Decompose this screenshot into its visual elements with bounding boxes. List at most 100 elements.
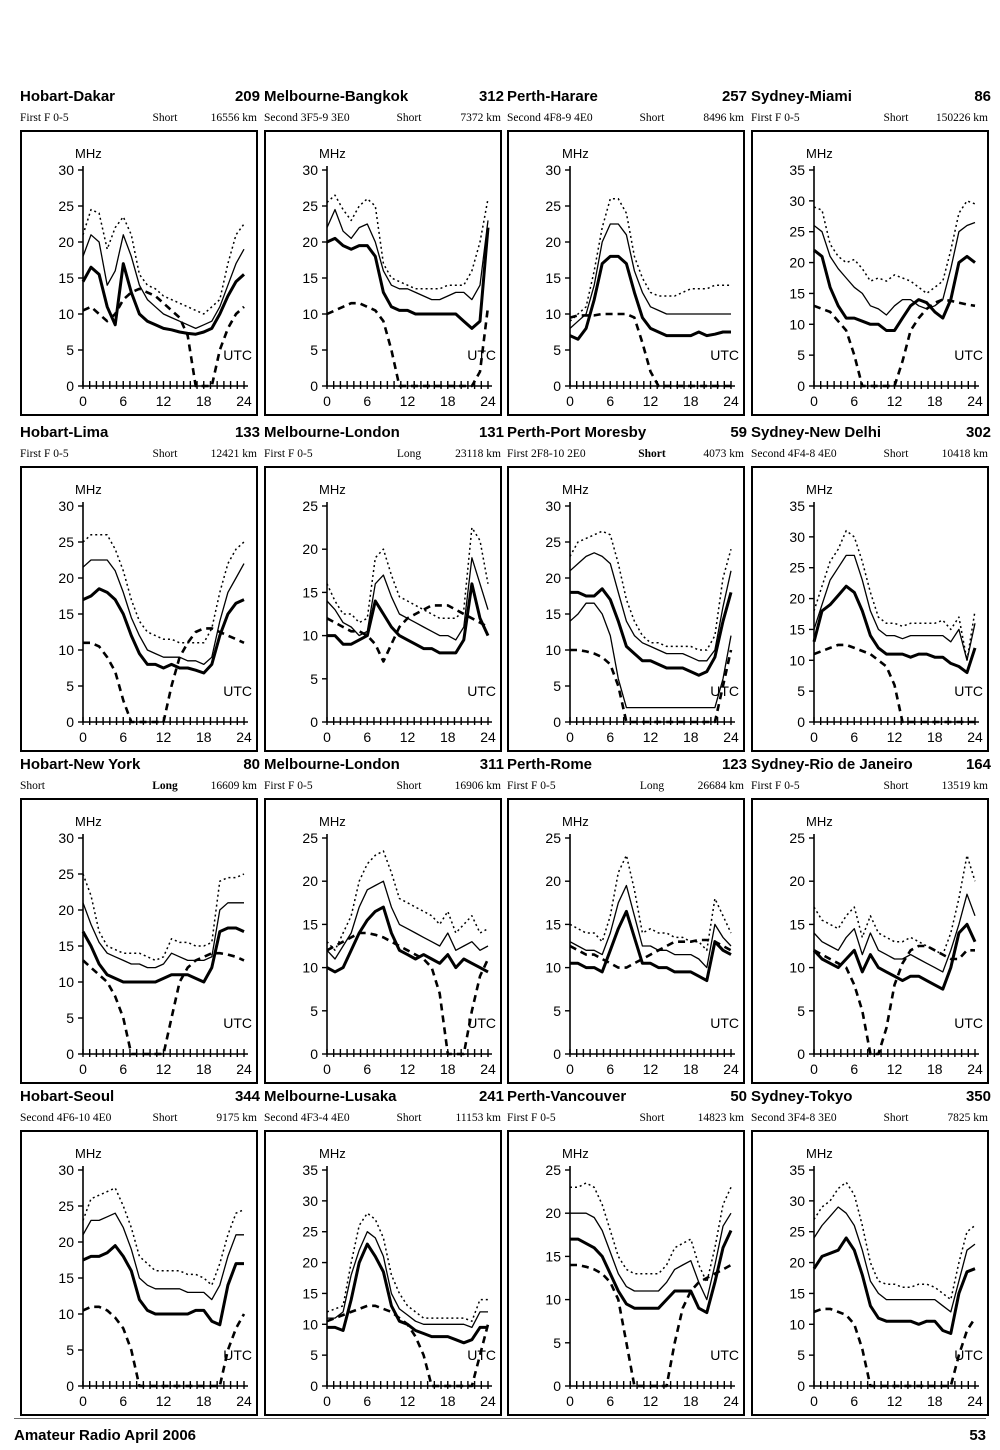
path-number: 350 bbox=[965, 1088, 991, 1105]
y-tick-label: 10 bbox=[302, 960, 318, 976]
propagation-mode: Second 4F3-4 4E0 bbox=[264, 1112, 350, 1124]
x-tick-label: 0 bbox=[810, 1393, 818, 1409]
x-tick-label: 24 bbox=[480, 393, 496, 409]
path-name: Sydney-Tokyo bbox=[751, 1088, 853, 1105]
series-line-dash bbox=[813, 944, 975, 1056]
path-name: Perth-Rome bbox=[507, 756, 593, 773]
y-tick-label: 25 bbox=[58, 866, 74, 882]
series-line-thin bbox=[813, 1206, 976, 1313]
magazine-title: Amateur Radio April 2006 bbox=[14, 1427, 196, 1444]
x-tick-label: 18 bbox=[927, 1393, 943, 1409]
propagation-chart: Hobart-Dakar 209 First F 0-5 Short 16556 km 0… bbox=[20, 88, 263, 426]
y-tick-label: 10 bbox=[58, 642, 74, 658]
path-number: 86 bbox=[974, 88, 991, 105]
y-tick-label: 10 bbox=[789, 1316, 805, 1332]
path-type: Short bbox=[639, 1112, 665, 1124]
y-tick-label: 15 bbox=[302, 1285, 318, 1301]
chart-plot: 0 5 10 15 20 25 0 6 12 18 24 MHz UTC bbox=[302, 814, 496, 1077]
y-tick-label: 5 bbox=[797, 683, 805, 699]
y-tick-label: 25 bbox=[789, 830, 805, 846]
propagation-mode: First F 0-5 bbox=[507, 1112, 556, 1124]
path-name: Perth-Port Moresby bbox=[507, 424, 647, 441]
x-axis-label: UTC bbox=[710, 1347, 739, 1363]
path-type: Short bbox=[639, 112, 665, 124]
y-tick-label: 25 bbox=[302, 1224, 318, 1240]
series-line-thin bbox=[813, 554, 976, 661]
y-axis-label: MHz bbox=[562, 482, 589, 497]
y-tick-label: 10 bbox=[302, 1316, 318, 1332]
path-name: Melbourne-Lusaka bbox=[264, 1088, 397, 1105]
propagation-mode: First F 0-5 bbox=[20, 448, 69, 460]
y-tick-label: 0 bbox=[553, 378, 561, 394]
series-line-dot bbox=[82, 208, 245, 315]
y-axis-label: MHz bbox=[75, 482, 102, 497]
path-number: 80 bbox=[243, 756, 260, 773]
series-line-thick bbox=[326, 905, 489, 974]
y-tick-label: 10 bbox=[302, 628, 318, 644]
y-axis-label: MHz bbox=[319, 814, 346, 829]
x-axis-label: UTC bbox=[223, 1015, 252, 1031]
x-tick-label: 18 bbox=[196, 1061, 212, 1077]
page-footer: Amateur Radio April 2006 53 bbox=[14, 1418, 986, 1444]
x-tick-label: 24 bbox=[480, 1061, 496, 1077]
series-line-thin bbox=[569, 552, 732, 662]
x-tick-label: 0 bbox=[79, 1061, 87, 1077]
propagation-mode: First F 0-5 bbox=[751, 780, 800, 792]
x-tick-label: 12 bbox=[156, 1393, 172, 1409]
y-tick-label: 15 bbox=[302, 584, 318, 600]
series-line-thick bbox=[82, 587, 245, 675]
y-tick-label: 20 bbox=[58, 570, 74, 586]
x-tick-label: 24 bbox=[723, 1061, 739, 1077]
chart-plot: 0 5 10 15 20 25 30 35 0 6 12 18 24 MHz UTC bbox=[789, 1146, 983, 1409]
propagation-chart: Sydney-Rio de Janeiro 164 First F 0-5 Short… bbox=[751, 756, 994, 1094]
x-tick-label: 0 bbox=[323, 393, 331, 409]
x-axis-label: UTC bbox=[467, 347, 496, 363]
x-tick-label: 0 bbox=[323, 1061, 331, 1077]
series-line-dash bbox=[570, 648, 733, 724]
path-name: Hobart-Seoul bbox=[20, 1088, 115, 1105]
series-line-dot bbox=[82, 873, 245, 962]
path-name: Melbourne-London bbox=[264, 424, 400, 441]
chart-frame: 0 5 10 15 20 25 0 6 12 18 24 MHz UTC bbox=[751, 798, 989, 1084]
x-tick-label: 24 bbox=[480, 729, 496, 745]
y-tick-label: 5 bbox=[553, 678, 561, 694]
series-line-dash bbox=[326, 301, 490, 388]
x-tick-label: 6 bbox=[850, 393, 858, 409]
x-tick-label: 24 bbox=[236, 393, 252, 409]
x-axis-label: UTC bbox=[223, 683, 252, 699]
x-tick-label: 6 bbox=[606, 729, 614, 745]
y-tick-label: 0 bbox=[797, 1046, 805, 1062]
propagation-mode: Second 4F6-10 4E0 bbox=[20, 1112, 112, 1124]
y-tick-label: 15 bbox=[58, 938, 74, 954]
propagation-mode: First F 0-5 bbox=[20, 112, 69, 124]
series-line-thin bbox=[326, 557, 489, 641]
y-tick-label: 10 bbox=[545, 306, 561, 322]
propagation-mode: Second 3F5-9 3E0 bbox=[264, 112, 350, 124]
y-tick-label: 30 bbox=[302, 1193, 318, 1209]
x-tick-label: 24 bbox=[236, 1393, 252, 1409]
x-tick-label: 18 bbox=[927, 393, 943, 409]
y-axis-label: MHz bbox=[319, 482, 346, 497]
y-tick-label: 35 bbox=[302, 1162, 318, 1178]
path-type: Short bbox=[152, 1112, 178, 1124]
x-tick-label: 12 bbox=[887, 1393, 903, 1409]
path-name: Perth-Vancouver bbox=[507, 1088, 627, 1105]
y-tick-label: 5 bbox=[66, 678, 74, 694]
path-type: Long bbox=[396, 448, 422, 460]
y-tick-label: 15 bbox=[302, 916, 318, 932]
chart-subtitle: Second 3F4-8 3E0 Short 7825 km bbox=[751, 1112, 991, 1126]
y-tick-label: 25 bbox=[302, 498, 318, 514]
series-line-dash bbox=[813, 298, 976, 388]
path-type: Long bbox=[152, 780, 178, 792]
x-axis-label: UTC bbox=[710, 683, 739, 699]
y-tick-label: 0 bbox=[310, 378, 318, 394]
x-tick-label: 12 bbox=[156, 393, 172, 409]
x-tick-label: 18 bbox=[196, 729, 212, 745]
y-tick-label: 0 bbox=[310, 714, 318, 730]
propagation-mode: First 2F8-10 2E0 bbox=[507, 448, 586, 460]
x-tick-label: 24 bbox=[967, 1393, 983, 1409]
y-tick-label: 15 bbox=[545, 1248, 561, 1264]
x-tick-label: 6 bbox=[119, 1393, 127, 1409]
y-tick-label: 15 bbox=[789, 916, 805, 932]
x-tick-label: 0 bbox=[79, 393, 87, 409]
